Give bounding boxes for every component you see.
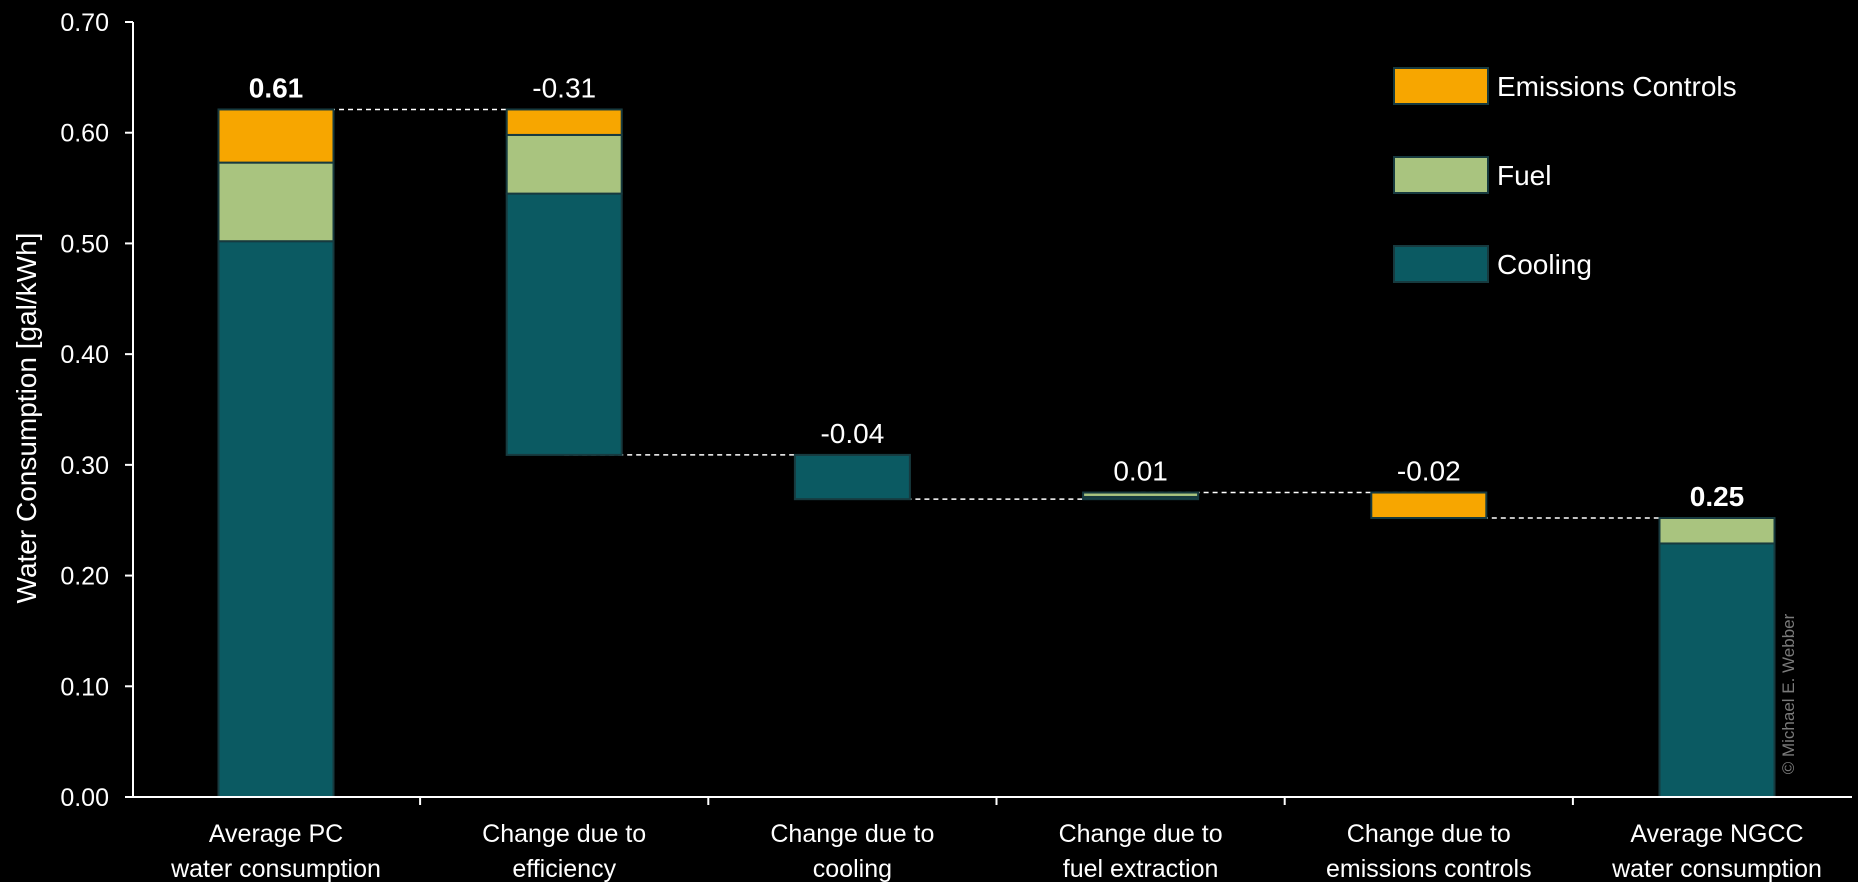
x-category-label: Average NGCC: [1630, 820, 1803, 848]
y-tick-label: 0.60: [60, 120, 109, 148]
legend-swatch-fuel: [1393, 156, 1489, 194]
bar-value-label: 0.61: [249, 72, 304, 103]
legend-swatch-emissions-controls: [1393, 67, 1489, 105]
x-category-label: cooling: [813, 855, 892, 882]
bar-value-label: 0.25: [1690, 481, 1745, 512]
y-tick-label: 0.40: [60, 341, 109, 369]
y-tick-label: 0.00: [60, 784, 109, 812]
x-category-label: Change due to: [1059, 820, 1223, 848]
y-tick-label: 0.70: [60, 9, 109, 37]
x-category-label: Change due to: [1347, 820, 1511, 848]
x-category-label: efficiency: [512, 855, 616, 882]
bar-labels: 0.61 -0.31 -0.04 0.01 -0.02 0.25: [249, 72, 1745, 512]
legend-swatch-cooling: [1393, 245, 1489, 283]
bar-segment-fuel: [1658, 517, 1776, 545]
bar-segment-cooling: [505, 192, 623, 456]
bar-value-label: -0.04: [820, 418, 884, 449]
y-tick-label: 0.20: [60, 563, 109, 591]
watermark: © Michael E. Webber: [1779, 613, 1798, 774]
y-axis-label: Water Consumption [gal/kWh]: [11, 233, 42, 604]
bar-segment-cooling: [1658, 542, 1776, 799]
x-category-label: fuel extraction: [1063, 855, 1219, 882]
bar-segment-fuel: [217, 161, 335, 243]
legend-label: Cooling: [1497, 249, 1592, 280]
x-category-label: emissions controls: [1326, 855, 1532, 882]
bar-segment-emissions-controls: [1370, 491, 1488, 519]
bar-segment-cooling: [793, 453, 911, 501]
x-category-label: Average PC: [209, 820, 343, 848]
bar-value-label: 0.01: [1113, 456, 1168, 487]
legend-label: Emissions Controls: [1497, 71, 1737, 102]
bar-group: [217, 108, 335, 798]
legend-label: Fuel: [1497, 160, 1551, 191]
bar-group: [1082, 491, 1200, 501]
x-category-label: Change due to: [482, 820, 646, 848]
axes: 0.00 0.10 0.20 0.30 0.40 0.50 0.60 0.70 Average …: [60, 9, 1852, 882]
bar-group: [1658, 517, 1776, 799]
x-category-label: water consumption: [1611, 855, 1822, 882]
bar-segment-emissions-controls: [505, 108, 623, 136]
bar-segment-fuel: [1082, 491, 1200, 498]
bars: [217, 108, 1776, 799]
bar-segment-emissions-controls: [217, 108, 335, 164]
y-tick-label: 0.10: [60, 673, 109, 701]
y-tick-label: 0.30: [60, 452, 109, 480]
x-category-label: water consumption: [170, 855, 381, 882]
bar-group: [505, 108, 623, 456]
x-category-label: Change due to: [770, 820, 934, 848]
y-tick-label: 0.50: [60, 230, 109, 258]
bar-group: [793, 453, 911, 501]
bar-value-label: -0.31: [532, 72, 596, 103]
bar-segment-fuel: [505, 133, 623, 195]
bar-value-label: -0.02: [1397, 456, 1461, 487]
legend: Emissions Controls Fuel Cooling: [1393, 67, 1737, 283]
bar-group: [1370, 491, 1488, 519]
bar-segment-cooling: [217, 240, 335, 798]
